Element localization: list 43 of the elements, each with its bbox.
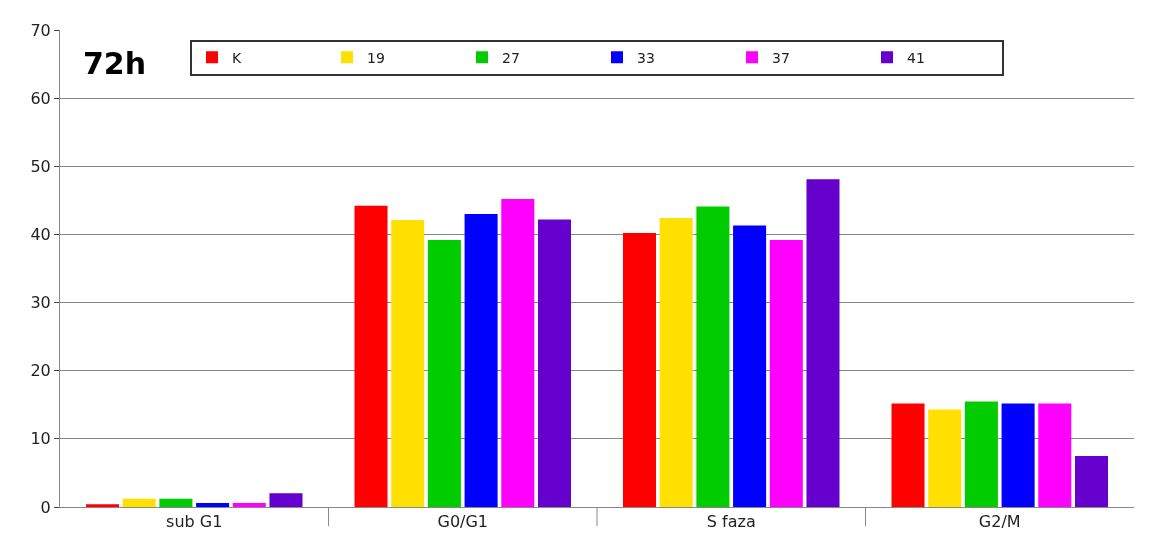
- x-tick-label: S faza: [706, 512, 756, 532]
- y-tick-label: 60: [30, 88, 51, 108]
- x-tick-label: G0/G1: [437, 512, 489, 532]
- y-tick-label: 30: [30, 293, 51, 313]
- y-tick-label: 40: [30, 225, 51, 245]
- bar: [537, 219, 571, 507]
- bar: [391, 220, 425, 507]
- bar: [159, 498, 193, 507]
- bar: [964, 401, 998, 507]
- bar: [1074, 455, 1108, 507]
- bar: [196, 502, 230, 507]
- legend-label: 37: [772, 49, 790, 66]
- bar: [269, 493, 303, 507]
- x-tick-label: sub G1: [166, 512, 223, 532]
- bar: [501, 198, 535, 507]
- legend-label: 27: [502, 49, 520, 66]
- bar: [122, 498, 156, 507]
- legend-label: 19: [367, 49, 385, 66]
- bar: [623, 233, 657, 507]
- y-tick-label: 70: [30, 20, 51, 40]
- bar: [659, 218, 693, 507]
- bar: [232, 502, 266, 507]
- x-tick-label: G2/M: [978, 512, 1021, 532]
- bar: [464, 213, 498, 507]
- bar: [427, 239, 461, 507]
- annotation: 72h: [83, 46, 147, 81]
- bar: [928, 409, 962, 507]
- y-tick-label: 20: [30, 361, 51, 381]
- y-tick-label: 10: [30, 429, 51, 449]
- bar: [891, 403, 925, 507]
- bar: [354, 205, 388, 507]
- bar: [86, 504, 120, 507]
- y-tick-label: 50: [30, 156, 51, 176]
- legend-label: 41: [907, 49, 925, 66]
- legend-label: 33: [637, 49, 655, 66]
- bar: [696, 206, 730, 507]
- bar: [733, 225, 767, 507]
- bar: [806, 179, 840, 507]
- bar: [1038, 403, 1072, 507]
- bar: [769, 239, 803, 507]
- y-tick-label: 0: [40, 497, 51, 517]
- bar: [1001, 403, 1035, 507]
- legend-label: K: [232, 49, 242, 66]
